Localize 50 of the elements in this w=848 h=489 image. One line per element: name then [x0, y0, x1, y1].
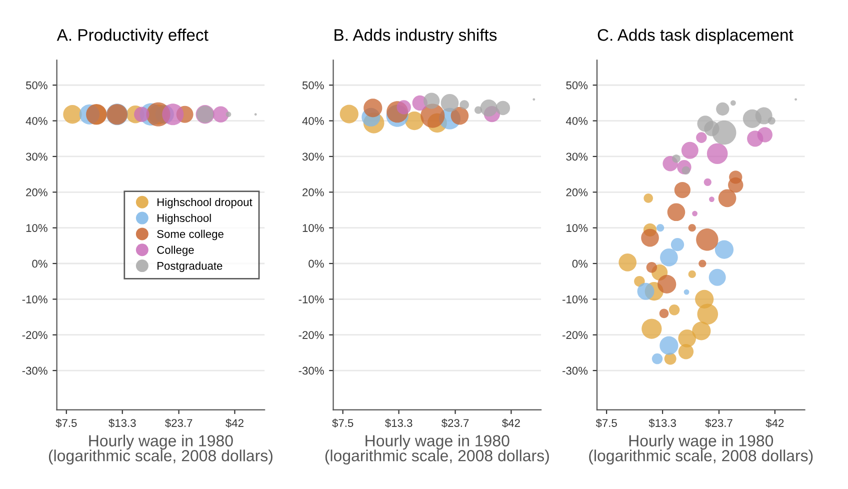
y-tick-label: 30%	[26, 152, 48, 161]
x-axis-title: Hourly wage in 1980 (logarithmic scale, 2008 dollars)	[589, 434, 813, 464]
y-tick-label: -30%	[22, 366, 48, 375]
y-tick-label: 40%	[302, 117, 324, 125]
x-tick-label: $7.5	[332, 418, 354, 428]
y-tick-label: -20%	[562, 331, 588, 339]
y-tick-label: -20%	[22, 331, 48, 339]
x-tick-label: $7.5	[56, 418, 77, 428]
legend-label: Postgraduate	[158, 262, 222, 272]
y-tick-label: -10%	[298, 295, 324, 304]
x-tick-label: $13.3	[385, 418, 412, 428]
x-tick-label: $42	[766, 418, 784, 428]
x-tick-label: $23.7	[441, 418, 469, 428]
x-tick-label: $13.3	[648, 418, 676, 428]
y-tick-label: 20%	[302, 188, 324, 196]
y-tick-label: 30%	[566, 152, 588, 161]
y-tick-label: -10%	[22, 295, 48, 304]
chart-title: B. Adds industry shifts	[334, 28, 497, 44]
legend-label: College	[157, 246, 194, 256]
y-tick-label: 10%	[302, 224, 324, 232]
legend-label: Highschool	[158, 214, 211, 224]
y-tick-label: 0%	[572, 260, 588, 268]
y-tick-label: 10%	[26, 224, 48, 232]
y-tick-label: 30%	[302, 152, 324, 161]
legend-label: Some college	[157, 230, 224, 240]
y-tick-label: -30%	[298, 366, 324, 375]
y-tick-label: 0%	[32, 260, 48, 268]
legend-label: Highschool dropout	[158, 198, 252, 208]
y-tick-label: -30%	[562, 366, 588, 375]
x-tick-label: $23.7	[705, 418, 732, 428]
y-tick-label: 20%	[566, 188, 588, 196]
x-tick-label: $7.5	[596, 418, 617, 428]
chart-title: A. Productivity effect	[56, 28, 208, 44]
y-tick-label: 50%	[26, 81, 48, 90]
x-tick-label: $23.7	[165, 418, 192, 428]
x-tick-label: $42	[502, 418, 520, 428]
y-tick-label: 50%	[302, 81, 324, 90]
y-tick-label: 40%	[566, 117, 588, 125]
y-tick-label: 0%	[308, 260, 324, 268]
x-axis-title: Hourly wage in 1980 (logarithmic scale, 2008 dollars)	[325, 434, 549, 464]
y-tick-label: -20%	[298, 331, 324, 339]
x-tick-label: $13.3	[108, 418, 136, 428]
x-axis-title: Hourly wage in 1980 (logarithmic scale, 2008 dollars)	[48, 434, 272, 464]
x-tick-label: $42	[226, 418, 244, 428]
y-tick-label: 20%	[26, 188, 48, 196]
y-tick-label: 40%	[26, 117, 48, 125]
y-tick-label: -10%	[562, 295, 588, 304]
chart-title: C. Adds task displacement	[598, 28, 794, 44]
y-tick-label: 50%	[566, 81, 588, 90]
y-tick-label: 10%	[566, 224, 588, 232]
